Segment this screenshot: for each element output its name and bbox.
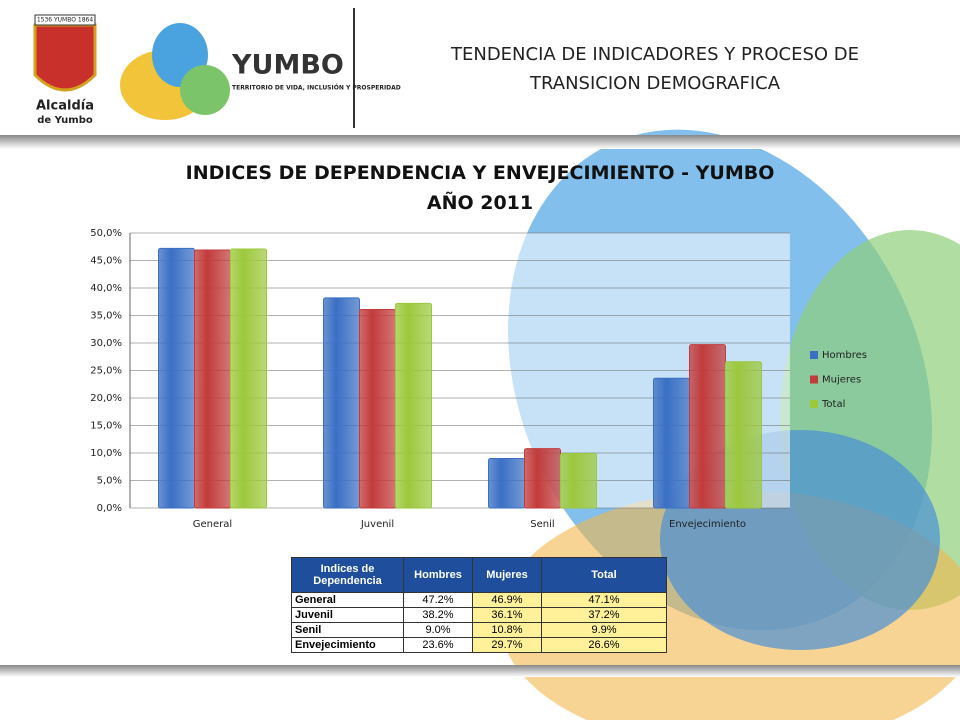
header-shadow <box>0 135 960 149</box>
logo-banner: 1536 YUMBO 1864 <box>37 17 94 24</box>
y-tick-label: 5,0% <box>97 476 122 487</box>
table-row: Envejecimiento 23.6% 29.7% 26.6% <box>291 637 667 653</box>
bar <box>230 248 267 509</box>
bar <box>395 302 432 509</box>
legend-label: Hombres <box>822 350 867 361</box>
table-cell: 9.0% <box>403 622 473 638</box>
table-cell: 10.8% <box>472 622 542 638</box>
table-row: General 47.2% 46.9% 47.1% <box>291 592 667 608</box>
x-tick-label: Senil <box>530 519 554 530</box>
table-cell: 36.1% <box>472 607 542 623</box>
y-tick-label: 40,0% <box>90 283 122 294</box>
bar <box>323 297 360 509</box>
logo-text: Alcaldía <box>36 99 94 114</box>
bar <box>158 247 195 509</box>
x-tick-label: Juvenil <box>360 519 394 530</box>
table-cell: General <box>291 592 404 608</box>
table-header: Indices de Dependencia Hombres Mujeres T… <box>291 557 667 593</box>
header-cell: Hombres <box>403 557 473 593</box>
footer-shadow <box>0 665 960 677</box>
legend-label: Mujeres <box>822 375 861 386</box>
header-cell: Indices de Dependencia <box>291 557 404 593</box>
y-tick-label: 20,0% <box>90 393 122 404</box>
bar <box>488 458 525 509</box>
table-cell: 38.2% <box>403 607 473 623</box>
header-cell: Total <box>541 557 667 593</box>
table-cell: 29.7% <box>472 637 542 653</box>
y-tick-label: 30,0% <box>90 338 122 349</box>
logo-text: de Yumbo <box>37 115 93 126</box>
y-tick-label: 15,0% <box>90 421 122 432</box>
table-cell: Senil <box>291 622 404 638</box>
table-body: General 47.2% 46.9% 47.1% Juvenil 38.2% 36.1% 3… <box>291 592 667 653</box>
legend-swatch <box>810 400 818 408</box>
y-tick-label: 10,0% <box>90 448 122 459</box>
banner <box>34 14 96 26</box>
bar <box>359 308 396 509</box>
table-cell: 23.6% <box>403 637 473 653</box>
x-tick-label: Envejecimiento <box>669 519 746 530</box>
y-tick-label: 0,0% <box>97 503 122 514</box>
shield <box>33 23 97 92</box>
y-tick-label: 50,0% <box>90 228 122 239</box>
y-tick-label: 25,0% <box>90 366 122 377</box>
header-cell: Mujeres <box>472 557 542 593</box>
y-tick-label: 45,0% <box>90 256 122 267</box>
logo-name: YUMBO <box>231 50 344 81</box>
table-cell: 9.9% <box>541 622 667 638</box>
table-row: Juvenil 38.2% 36.1% 37.2% <box>291 607 667 623</box>
slide-title: TENDENCIA DE INDICADORES Y PROCESO DE TR… <box>450 44 859 94</box>
bar <box>689 344 726 509</box>
table-row: Senil 9.0% 10.8% 9.9% <box>291 622 667 638</box>
chart: 0,0% 5,0% 10,0% 15,0% 20,0% 25,0% 30,0% 35,0% 40… <box>90 228 867 530</box>
legend-swatch <box>810 351 818 359</box>
table-cell: 46.9% <box>472 592 542 608</box>
logo-tagline: TERRITORIO DE VIDA, INCLUSIÓN Y PROSPERI… <box>232 85 401 92</box>
table-cell: 37.2% <box>541 607 667 623</box>
chart-title: INDICES DE DEPENDENCIA Y ENVEJECIMIENTO … <box>185 162 775 214</box>
legend-label: Total <box>821 399 845 410</box>
legend-swatch <box>810 375 818 384</box>
bar <box>560 453 597 509</box>
bar <box>725 361 762 509</box>
bar <box>524 448 561 509</box>
y-tick-label: 35,0% <box>90 311 122 322</box>
table-cell: 47.1% <box>541 592 667 608</box>
logo-shape <box>180 65 230 115</box>
table-cell: 26.6% <box>541 637 667 653</box>
table-cell: Juvenil <box>291 607 404 623</box>
table-cell: Envejecimiento <box>291 637 404 653</box>
bar <box>194 249 231 509</box>
bar <box>653 377 690 509</box>
table-cell: 47.2% <box>403 592 473 608</box>
data-table: Indices de Dependencia Hombres Mujeres T… <box>291 557 667 653</box>
x-tick-label: General <box>193 519 232 530</box>
